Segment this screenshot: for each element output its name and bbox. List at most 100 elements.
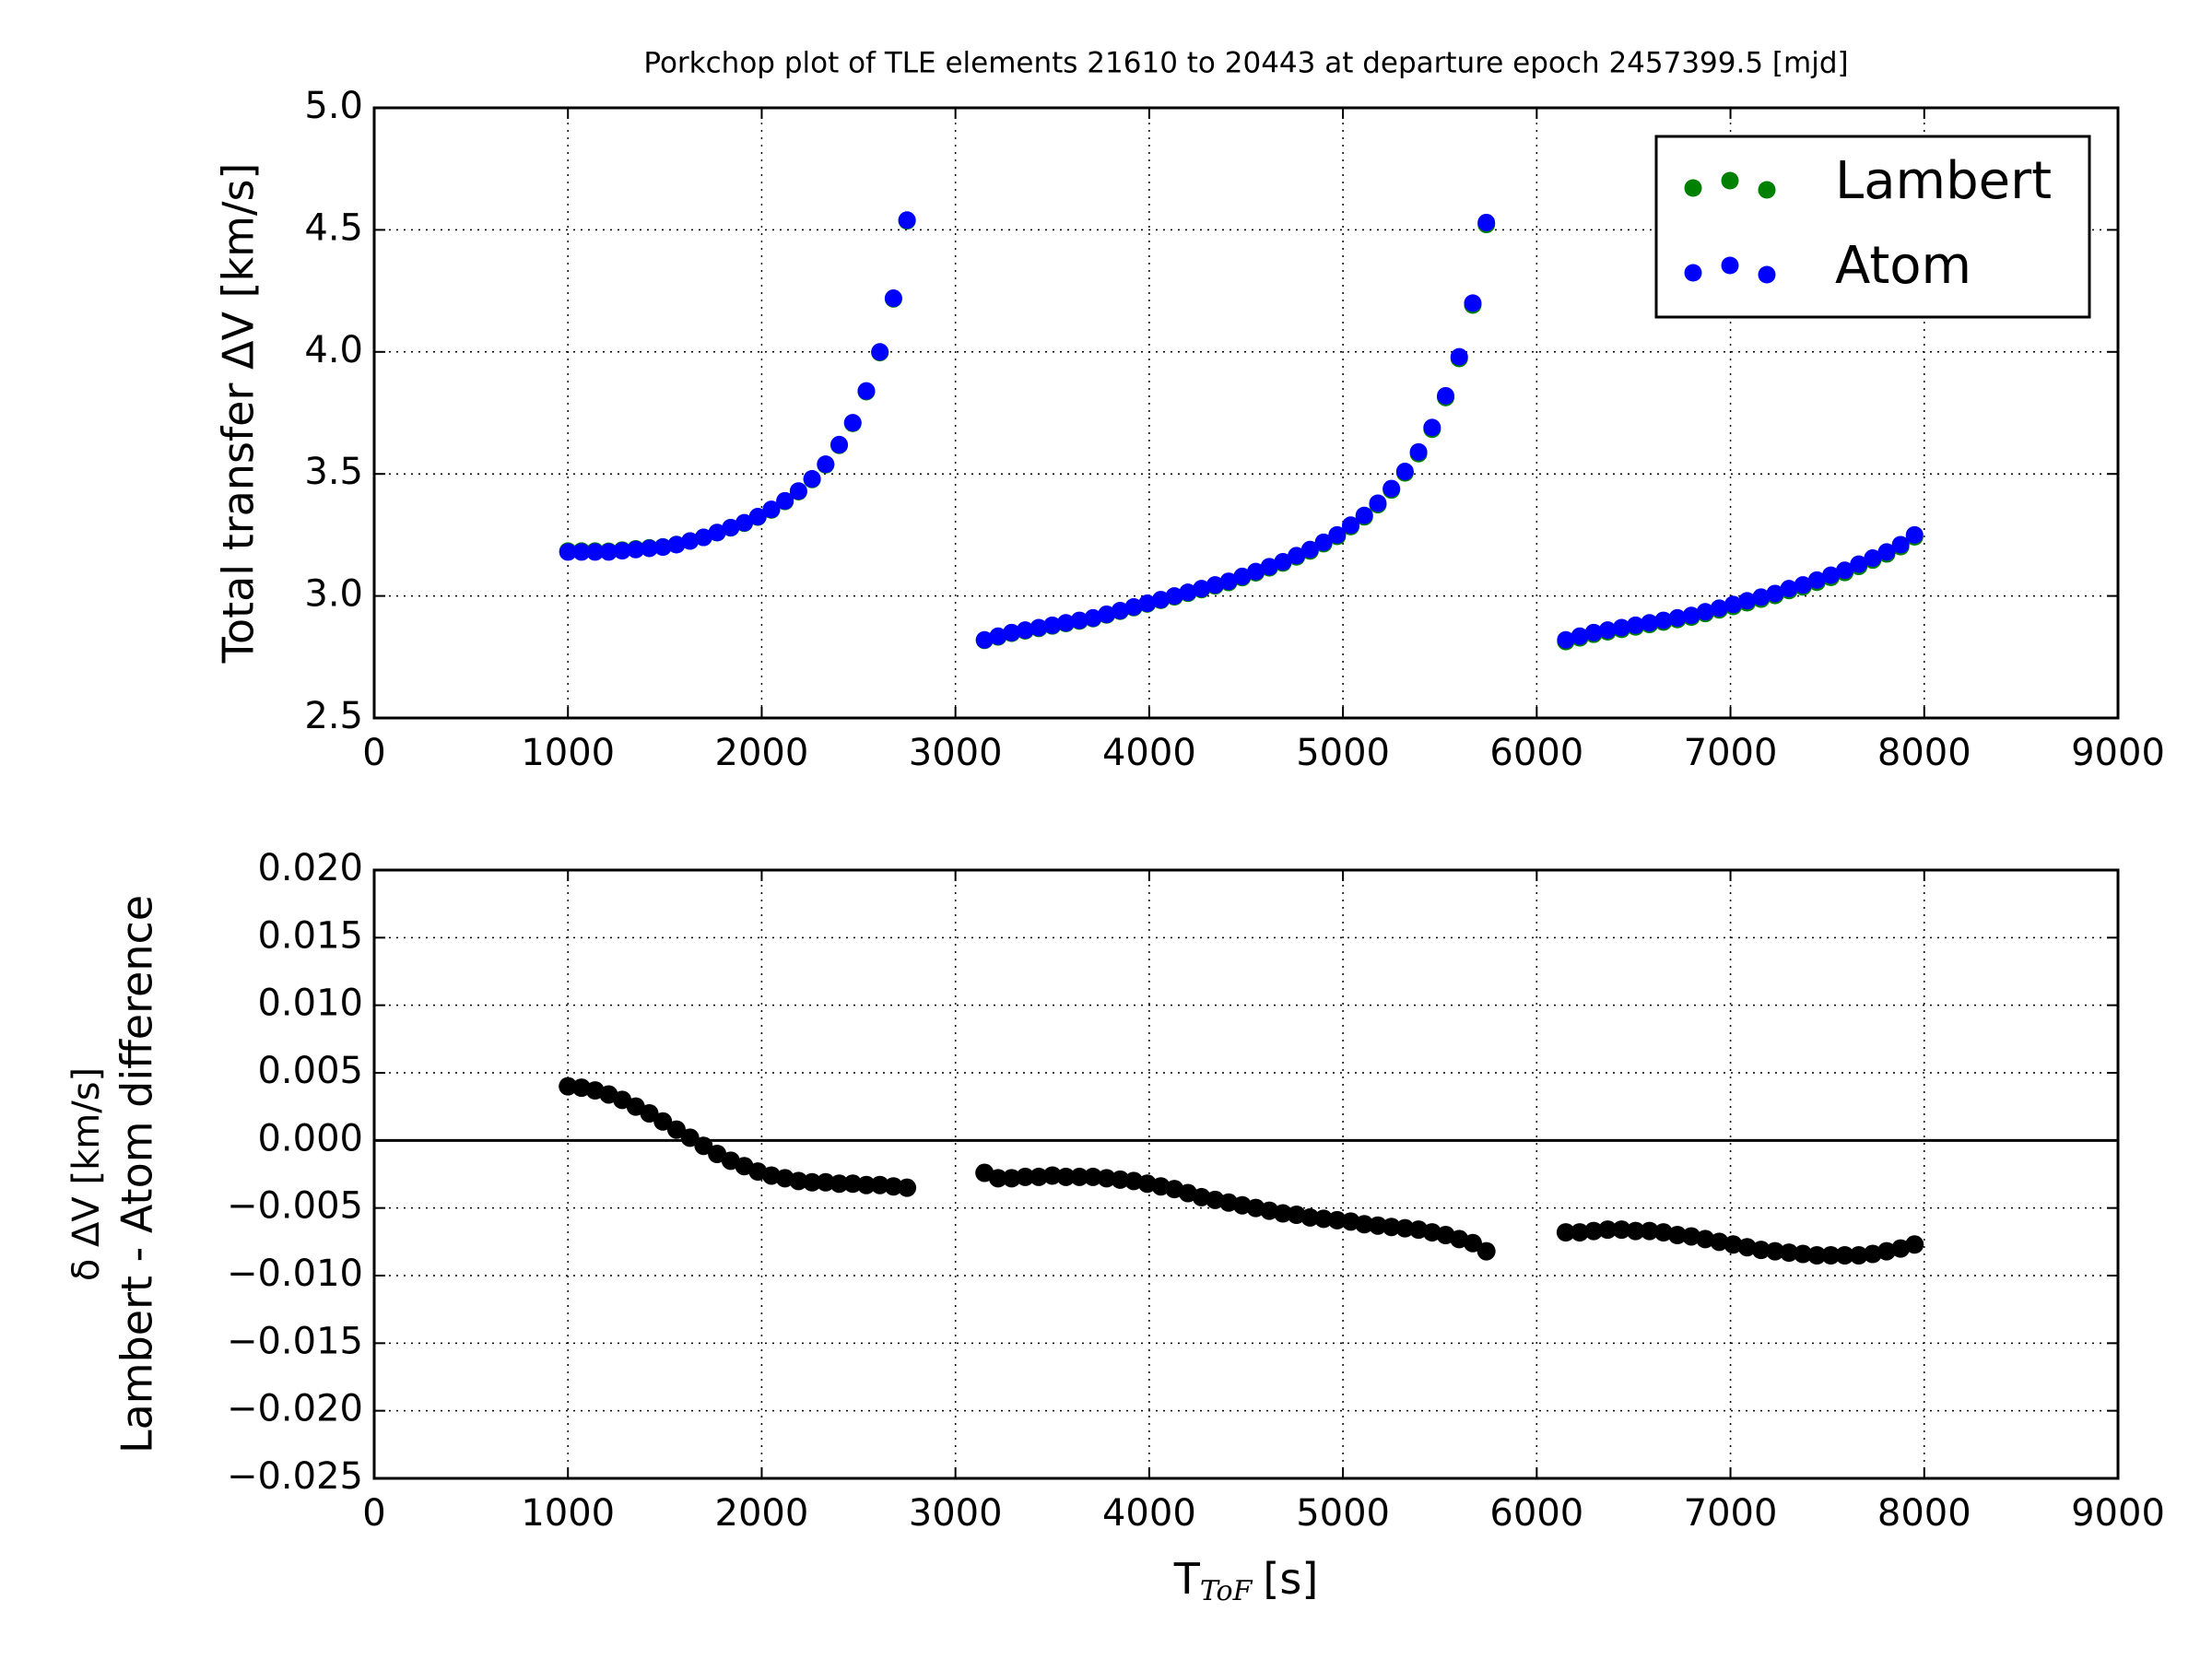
- marker: [1571, 1223, 1590, 1242]
- marker: [1477, 213, 1496, 231]
- legend-marker: [1721, 256, 1739, 275]
- marker: [666, 1120, 686, 1139]
- y-axis-label: Total transfer ΔV [km/s]: [214, 163, 264, 665]
- y-tick-label: 4.5: [304, 206, 363, 249]
- marker: [1342, 516, 1360, 535]
- marker: [1710, 1232, 1729, 1252]
- marker: [1598, 621, 1617, 640]
- marker: [1794, 576, 1812, 594]
- marker: [1626, 1221, 1645, 1241]
- marker: [898, 1178, 917, 1197]
- marker: [1584, 623, 1603, 641]
- marker: [1794, 1244, 1813, 1264]
- marker: [1030, 1167, 1049, 1186]
- x-tick-label: 6000: [1489, 1492, 1583, 1535]
- y-tick-label: −0.015: [227, 1320, 363, 1362]
- legend-marker: [1758, 181, 1776, 199]
- marker: [1627, 616, 1645, 634]
- marker: [1382, 1218, 1401, 1237]
- marker: [559, 1077, 578, 1096]
- y-axis-label: Lambert - Atom difference: [112, 895, 162, 1453]
- x-tick-label: 3000: [909, 732, 1003, 774]
- marker: [1752, 588, 1771, 606]
- y-tick-label: 3.0: [304, 573, 363, 616]
- marker: [884, 289, 902, 308]
- marker: [1084, 608, 1102, 627]
- marker: [1152, 591, 1171, 609]
- marker: [1409, 442, 1428, 461]
- marker: [1016, 621, 1034, 640]
- marker: [1612, 618, 1630, 637]
- legend-label: Atom: [1835, 236, 1971, 296]
- marker: [1891, 535, 1910, 554]
- marker: [653, 538, 672, 557]
- marker: [681, 532, 700, 550]
- marker: [1891, 1239, 1911, 1258]
- marker: [1070, 611, 1088, 629]
- y-tick-label: 4.0: [304, 329, 363, 371]
- marker: [816, 1172, 835, 1192]
- y-tick-label: 3.5: [304, 451, 363, 493]
- marker: [694, 1136, 713, 1156]
- legend-marker: [1684, 179, 1702, 197]
- x-tick-label: 9000: [2071, 732, 2165, 774]
- y-axis-label: δ ΔV [km/s]: [65, 1067, 108, 1281]
- marker: [1682, 606, 1700, 625]
- marker: [1863, 1244, 1882, 1264]
- x-tick-label: 1000: [521, 732, 615, 774]
- marker: [1395, 463, 1414, 481]
- marker: [1219, 572, 1238, 591]
- marker: [789, 1171, 808, 1191]
- marker: [1641, 614, 1659, 632]
- marker: [1836, 561, 1854, 580]
- marker: [1905, 525, 1924, 544]
- marker: [1667, 1226, 1687, 1244]
- y-tick-label: 0.000: [257, 1117, 363, 1159]
- marker: [789, 482, 807, 500]
- marker: [1653, 1223, 1673, 1242]
- marker: [1571, 627, 1589, 645]
- marker: [1382, 479, 1401, 498]
- marker: [1233, 567, 1252, 585]
- x-tick-label: 9000: [2071, 1492, 2165, 1535]
- marker: [1696, 1230, 1715, 1249]
- marker: [1423, 418, 1441, 437]
- x-tick-label: 4000: [1102, 1492, 1196, 1535]
- marker: [1070, 1167, 1089, 1186]
- marker: [722, 518, 740, 536]
- marker: [1097, 1169, 1116, 1188]
- x-tick-label: 4000: [1102, 732, 1196, 774]
- y-tick-label: −0.020: [227, 1388, 363, 1430]
- marker: [1043, 616, 1062, 634]
- marker: [1260, 558, 1278, 576]
- x-tick-label: 8000: [1877, 1492, 1971, 1535]
- x-tick-label: 0: [362, 732, 385, 774]
- axes-frame: [372, 106, 2120, 720]
- marker: [586, 543, 605, 561]
- marker: [1138, 594, 1157, 613]
- marker: [1056, 1167, 1076, 1186]
- legend-box: [1654, 135, 2091, 319]
- marker: [1654, 611, 1673, 629]
- marker: [1193, 580, 1211, 598]
- marker: [1463, 1233, 1482, 1253]
- marker: [1877, 1241, 1896, 1261]
- marker: [1314, 533, 1333, 551]
- marker: [1765, 1241, 1784, 1261]
- marker: [1437, 386, 1455, 405]
- marker: [1724, 1235, 1743, 1254]
- marker: [1355, 506, 1373, 524]
- marker: [1111, 1170, 1130, 1189]
- marker: [898, 211, 916, 229]
- marker: [1355, 1215, 1374, 1234]
- marker: [1780, 580, 1798, 598]
- marker: [1640, 1221, 1659, 1241]
- marker: [694, 528, 712, 547]
- marker: [1395, 1218, 1415, 1238]
- marker: [1165, 587, 1183, 606]
- marker: [1327, 1210, 1347, 1230]
- x-tick-label: 5000: [1296, 1492, 1390, 1535]
- marker: [641, 539, 659, 558]
- marker: [762, 500, 781, 519]
- x-tick-label: 7000: [1684, 1492, 1778, 1535]
